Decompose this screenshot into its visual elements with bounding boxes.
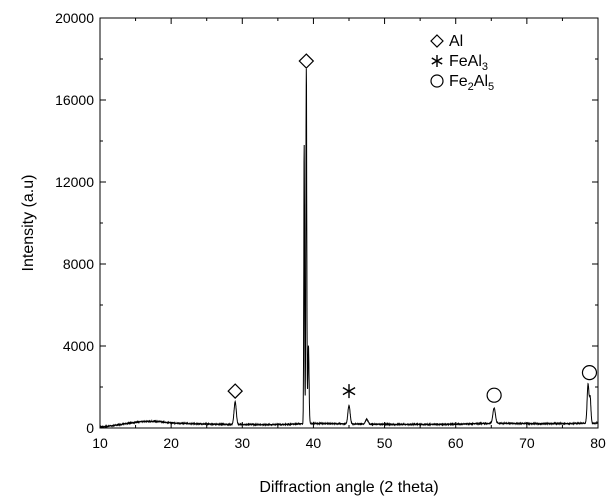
legend-label: Fe2Al5 (449, 73, 494, 93)
legend-asterisk-icon (431, 55, 443, 67)
x-tick-label: 30 (234, 435, 250, 451)
legend-circle-icon (430, 74, 444, 88)
x-tick-label: 70 (519, 435, 535, 451)
plot-frame (99, 17, 599, 429)
y-tick-label: 12000 (55, 174, 94, 190)
x-tick-label: 20 (163, 435, 179, 451)
plot-area: 10 20 30 40 50 60 70 80 0 4000 8000 12000 16000 2000… (55, 10, 606, 451)
legend-label: FeAl3 (449, 53, 488, 73)
diamond-peak-marker (227, 383, 244, 399)
y-axis: 0 4000 8000 12000 16000 20000 (55, 10, 598, 436)
y-tick-label: 4000 (63, 338, 94, 354)
legend-label: Al (449, 33, 463, 50)
circle-peak-marker (486, 387, 502, 403)
x-tick-label: 10 (92, 435, 108, 451)
x-tick-label: 80 (590, 435, 606, 451)
diamond-peak-marker (298, 53, 315, 69)
y-axis-title: Intensity (a.u) (20, 175, 37, 272)
x-tick-label: 40 (306, 435, 322, 451)
x-tick-label: 50 (377, 435, 393, 451)
y-tick-label: 0 (86, 420, 94, 436)
circle-peak-marker (581, 365, 598, 381)
y-tick-label: 8000 (63, 256, 94, 272)
asterisk-peak-marker (342, 384, 356, 399)
x-tick-label: 60 (448, 435, 464, 451)
y-tick-label: 20000 (55, 10, 94, 26)
x-axis: 10 20 30 40 50 60 70 80 (92, 18, 606, 451)
y-tick-label: 16000 (55, 92, 94, 108)
legend-diamond-icon (430, 34, 444, 48)
x-axis-title: Diffraction angle (2 theta) (259, 479, 438, 496)
diffraction-series-line (99, 68, 599, 429)
peak-annotations (227, 53, 598, 403)
